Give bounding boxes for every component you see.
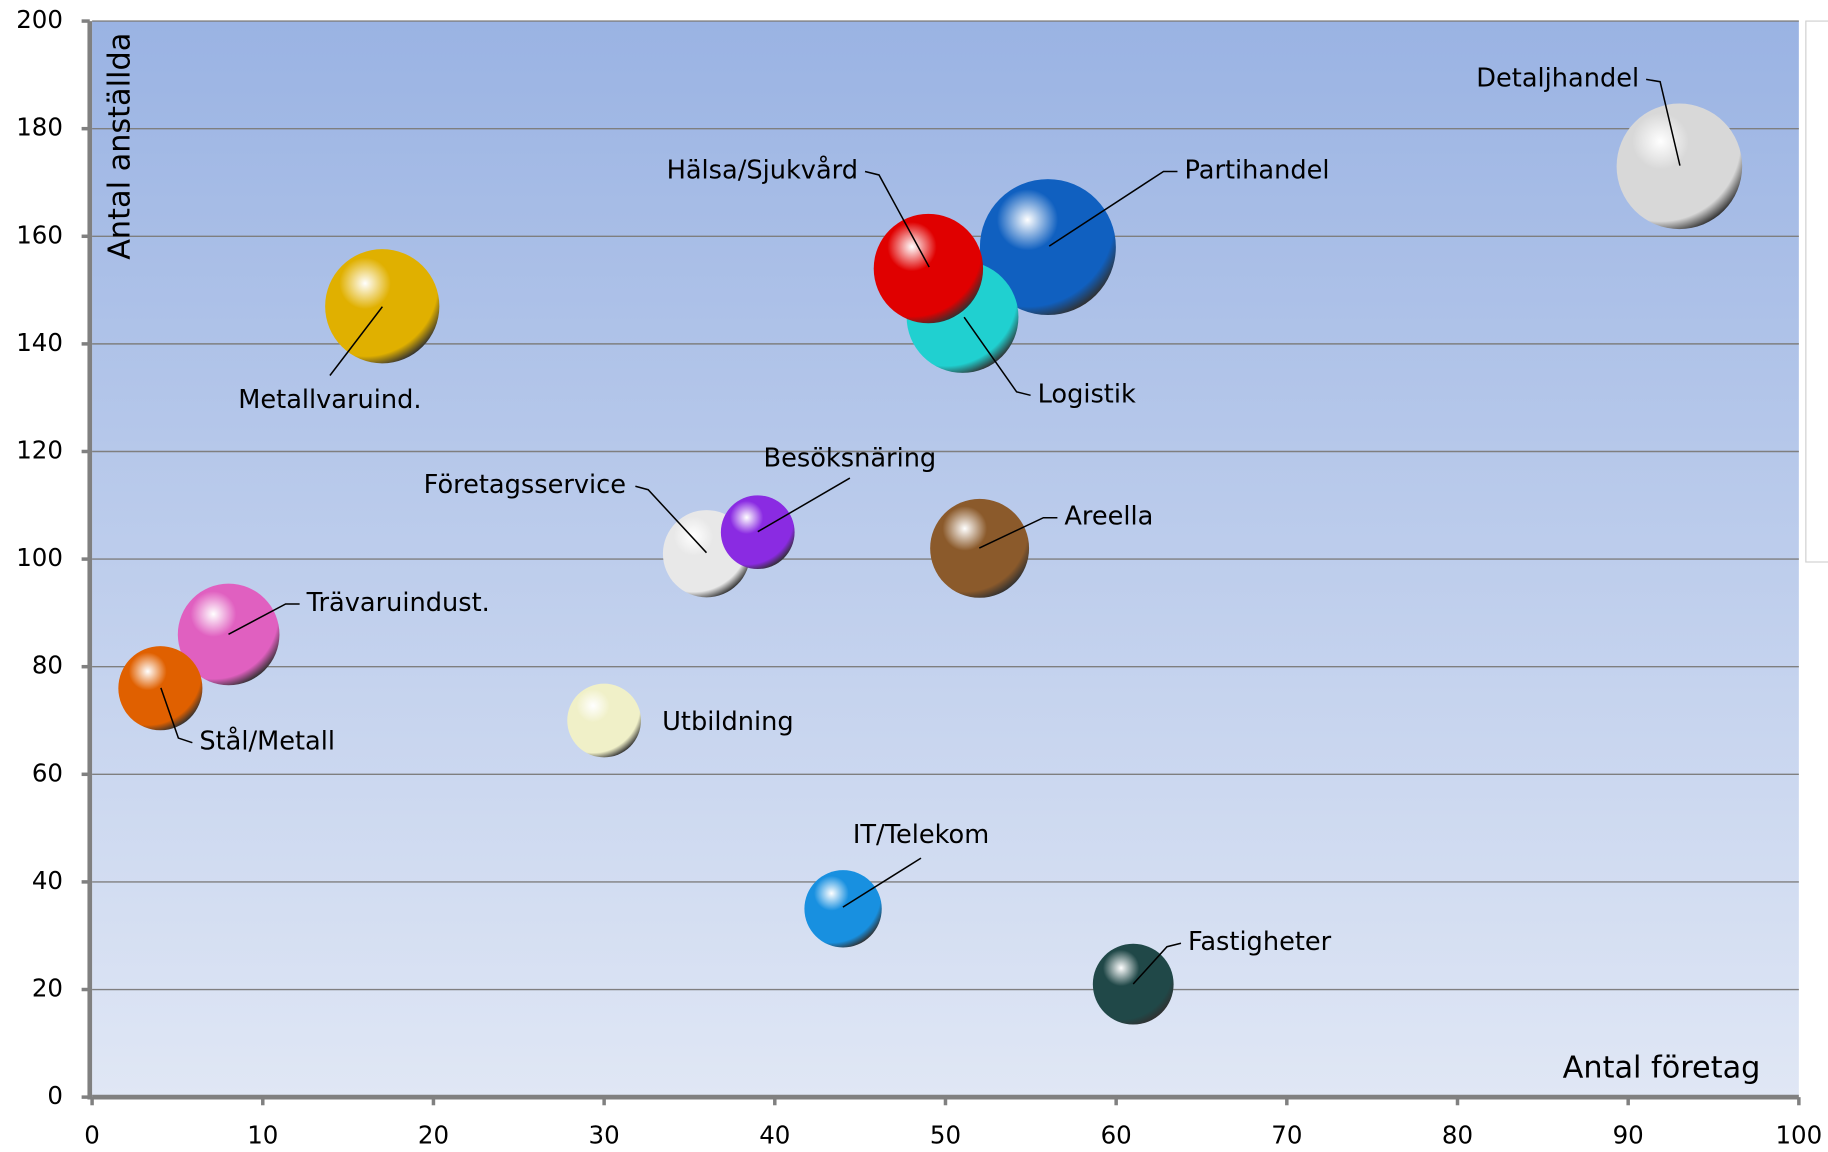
x-tick-label: 70 [1271,1121,1302,1150]
bubble [1092,943,1174,1025]
bubble-label: Utbildning [662,707,793,737]
x-tick-label: 50 [930,1121,961,1150]
bubble-label: Stål/Metall [199,727,335,757]
bubble-label: Företagsservice [424,470,626,500]
x-tick-label: 80 [1442,1121,1473,1150]
bubble-label: IT/Telekom [853,820,989,850]
x-axis-title: Antal företag [1563,1051,1761,1086]
leader-line [1646,78,1681,166]
y-tick-label: 120 [16,435,63,464]
y-tick-label: 80 [32,651,63,680]
bubble-label: Partihandel [1184,155,1329,185]
y-tick-label: 140 [16,328,63,357]
bubble [567,683,641,758]
bubble-label: Hälsa/Sjukvård [667,155,858,185]
bubble-label: Detaljhandel [1476,63,1639,93]
leader-line [978,516,1058,549]
y-tick-label: 0 [47,1081,63,1110]
bubble [979,179,1116,316]
x-tick-label: 100 [1775,1121,1822,1150]
bubble-label: Metallvaruind. [238,385,421,415]
bubble-label: Trävaruindust. [306,588,490,618]
y-tick-label: 60 [32,758,63,787]
x-tick-label: 90 [1613,1121,1644,1150]
x-tick-label: 10 [247,1121,278,1150]
leader-line [160,687,193,744]
bubble-label: Areella [1064,502,1153,532]
bubble [804,870,882,948]
leader-line [864,170,930,268]
x-tick-label: 20 [418,1121,449,1150]
y-tick-label: 40 [32,866,63,895]
y-tick-label: 100 [16,543,63,572]
y-axis-title: Antal anställda [103,33,138,260]
x-tick-label: 0 [84,1121,100,1150]
x-tick-label: 60 [1101,1121,1132,1150]
bubble-label: Logistik [1038,379,1136,409]
bubble [720,495,795,570]
leader-line [1132,942,1182,985]
bubble [325,249,440,364]
y-tick-label: 160 [16,220,63,249]
leader-line [757,477,851,533]
leader-line [1048,170,1178,247]
leader-line [963,316,1031,397]
bubble [1616,103,1743,230]
x-tick-label: 30 [589,1121,620,1150]
leader-line [635,485,708,554]
leader-line [842,857,922,908]
y-tick-label: 20 [32,974,63,1003]
x-tick-label: 40 [759,1121,790,1150]
bubble [873,213,984,324]
leader-line [329,306,383,376]
bubble-label: Fastigheter [1188,927,1332,957]
leader-line [228,603,300,635]
y-tick-label: 200 [16,5,63,34]
legend-panel [1805,20,1828,563]
y-tick-label: 180 [16,113,63,142]
bubble-label: Besöksnäring [764,443,937,473]
